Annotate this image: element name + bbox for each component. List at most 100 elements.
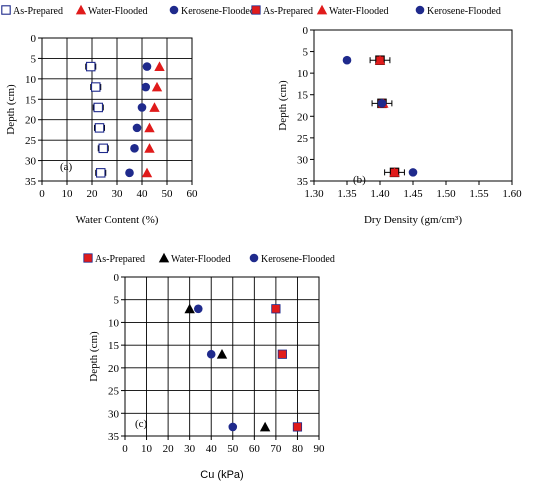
- y-axis-label: Depth (cm): [88, 331, 100, 382]
- data-point: [389, 167, 400, 177]
- y-tick-label: 30: [108, 408, 120, 420]
- data-point: [259, 421, 271, 432]
- x-axis-label: Water Content (%): [76, 214, 159, 226]
- y-axis-label: Depth (cm): [5, 84, 17, 135]
- legend-label: As-Prepared: [263, 6, 313, 17]
- data-point: [149, 102, 160, 112]
- data-point: [206, 349, 216, 359]
- legend-label: Kerosene-Flooded: [181, 6, 255, 17]
- x-tick-label: 1.55: [469, 188, 489, 200]
- x-axis-label: Cu (kPa): [200, 469, 243, 481]
- y-tick-label: 25: [108, 386, 120, 398]
- legend-label: As-Prepared: [95, 254, 145, 265]
- data-point: [98, 143, 109, 154]
- x-tick-label: 30: [112, 188, 124, 200]
- legend-marker: [251, 5, 261, 15]
- legend-label: Kerosene-Flooded: [427, 6, 501, 17]
- series-as-prepared: [369, 55, 405, 178]
- panel-label: (a): [60, 161, 73, 173]
- data-point: [144, 143, 155, 153]
- x-tick-label: 60: [249, 443, 261, 455]
- legend-label: Water-Flooded: [171, 254, 231, 265]
- series-water-flooded: [141, 61, 165, 178]
- legend-label: As-Prepared: [13, 6, 63, 17]
- x-tick-label: 1.60: [502, 188, 522, 200]
- panel-c-undrained-shear-strength: As-Prepared Water-Flooded Kerosene-Flooded…: [83, 252, 335, 481]
- y-tick-label: 30: [297, 154, 309, 166]
- y-tick-label: 5: [31, 53, 37, 65]
- panel-label: (c): [135, 418, 148, 430]
- plot-area: [313, 29, 513, 182]
- data-point: [374, 55, 386, 65]
- x-tick-label: 50: [227, 443, 239, 455]
- data-point: [292, 422, 303, 432]
- y-tick-label: 35: [297, 176, 309, 188]
- legend-marker: [249, 253, 259, 263]
- legend-marker: [169, 5, 179, 15]
- panel-label: (b): [353, 174, 366, 186]
- data-point: [277, 349, 287, 359]
- series-kerosene-flooded: [193, 304, 238, 432]
- y-tick-label: 35: [108, 431, 120, 443]
- series-as-prepared: [271, 304, 303, 432]
- data-point: [86, 61, 96, 72]
- data-point: [154, 61, 165, 71]
- legend-marker: [75, 4, 87, 15]
- legend: As-Prepared Water-Flooded Kerosene-Flooded: [251, 4, 501, 17]
- x-tick-label: 1.40: [370, 188, 390, 200]
- legend-label: Water-Flooded: [329, 6, 389, 17]
- x-tick-label: 20: [163, 443, 175, 455]
- y-tick-label: 15: [297, 90, 309, 102]
- y-tick-label: 25: [297, 133, 309, 145]
- panel-b-dry-density: As-Prepared Water-Flooded Kerosene-Flooded…: [251, 4, 522, 226]
- y-tick-label: 25: [25, 135, 37, 147]
- y-axis-label: Depth (cm): [277, 80, 289, 131]
- legend: As-Prepared Water-Flooded Kerosene-Flooded: [83, 252, 335, 265]
- x-tick-label: 1.35: [337, 188, 357, 200]
- series-water-flooded: [374, 55, 400, 177]
- x-tick-label: 60: [187, 188, 199, 200]
- x-tick-label: 30: [184, 443, 196, 455]
- y-tick-label: 0: [31, 33, 37, 45]
- x-tick-label: 90: [314, 443, 326, 455]
- x-tick-label: 10: [141, 443, 153, 455]
- x-tick-label: 0: [39, 188, 45, 200]
- y-tick-label: 10: [297, 68, 309, 80]
- legend-marker: [1, 5, 11, 15]
- gridlines: [41, 37, 193, 182]
- data-point: [151, 81, 163, 92]
- legend-marker: [83, 253, 93, 263]
- x-tick-label: 20: [87, 188, 99, 200]
- x-tick-label: 40: [137, 188, 149, 200]
- data-point: [342, 55, 352, 65]
- data-point: [271, 304, 281, 314]
- x-tick-label: 0: [122, 443, 128, 455]
- series-kerosene-flooded: [125, 62, 152, 178]
- data-point: [96, 168, 106, 178]
- legend-label: Water-Flooded: [88, 6, 148, 17]
- y-tick-label: 20: [297, 111, 309, 123]
- y-tick-label: 20: [108, 363, 120, 375]
- series-water-flooded: [184, 303, 271, 432]
- panel-a-water-content: As-Prepared Water-Flooded Kerosene-Flooded…: [1, 4, 255, 226]
- data-point: [228, 422, 238, 432]
- data-point: [132, 123, 142, 133]
- data-point: [93, 102, 104, 113]
- x-tick-label: 1.45: [403, 188, 423, 200]
- y-tick-label: 20: [25, 115, 37, 127]
- data-point: [216, 349, 228, 359]
- data-point: [184, 303, 195, 314]
- y-tick-label: 5: [303, 47, 309, 59]
- y-tick-label: 35: [25, 176, 37, 188]
- legend-marker: [316, 4, 328, 15]
- data-point: [125, 168, 134, 178]
- x-tick-label: 1.50: [436, 188, 456, 200]
- data-point: [377, 99, 387, 108]
- data-point: [91, 82, 101, 92]
- data-point: [144, 122, 155, 133]
- x-tick-label: 1.30: [304, 188, 324, 200]
- legend-marker: [415, 5, 425, 15]
- x-tick-label: 40: [206, 443, 218, 455]
- y-tick-label: 15: [108, 340, 120, 352]
